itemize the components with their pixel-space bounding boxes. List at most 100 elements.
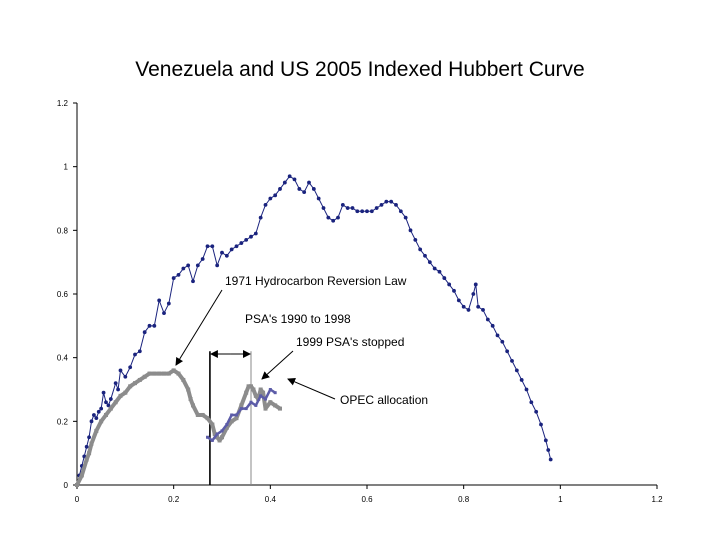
data-point xyxy=(205,416,210,421)
data-point xyxy=(229,419,234,424)
y-tick-label: 0.4 xyxy=(57,354,69,363)
data-point xyxy=(302,190,307,195)
data-point xyxy=(191,403,195,408)
x-tick-label: 0.4 xyxy=(265,495,277,504)
data-point xyxy=(519,378,524,382)
data-point xyxy=(418,247,423,252)
data-point xyxy=(133,352,137,357)
data-point xyxy=(142,374,147,379)
data-point xyxy=(79,473,84,478)
data-point xyxy=(210,438,214,442)
data-point xyxy=(210,244,215,249)
data-point xyxy=(253,231,258,236)
data-point xyxy=(379,202,384,207)
data-point xyxy=(249,400,253,404)
data-point xyxy=(224,425,229,430)
data-point xyxy=(84,457,89,462)
data-point xyxy=(336,215,340,220)
data-point xyxy=(408,228,413,233)
data-point xyxy=(128,384,133,389)
data-point xyxy=(360,209,365,214)
data-point xyxy=(447,282,452,287)
data-point xyxy=(510,358,514,363)
data-point xyxy=(292,177,297,182)
data-point xyxy=(514,368,519,373)
data-point xyxy=(94,428,99,433)
data-point xyxy=(220,429,224,433)
data-point xyxy=(423,253,427,258)
data-point xyxy=(456,298,461,303)
data-point xyxy=(220,435,224,440)
data-point xyxy=(225,423,229,427)
data-point xyxy=(473,282,478,287)
data-point xyxy=(101,390,106,395)
series-venezuela_alt xyxy=(206,388,277,442)
data-point xyxy=(157,298,162,303)
data-point xyxy=(99,419,104,424)
data-point xyxy=(162,311,166,315)
y-tick-label: 0 xyxy=(64,481,69,490)
data-point xyxy=(116,387,120,392)
data-point xyxy=(268,388,272,391)
data-point xyxy=(137,377,142,382)
data-point xyxy=(181,377,186,382)
data-point xyxy=(92,413,96,417)
data-point xyxy=(249,384,253,389)
data-point xyxy=(384,199,389,204)
data-point xyxy=(543,438,548,443)
data-point xyxy=(171,276,176,280)
data-point xyxy=(495,333,500,338)
data-point xyxy=(452,288,456,293)
data-point xyxy=(137,349,142,354)
data-point xyxy=(89,441,94,446)
data-point xyxy=(106,403,111,408)
data-point xyxy=(365,209,369,214)
data-point xyxy=(539,422,543,427)
data-point xyxy=(239,403,244,408)
chart-title: Venezuela and US 2005 Indexed Hubbert Cu… xyxy=(135,58,585,81)
data-point xyxy=(273,403,278,408)
data-point xyxy=(123,374,128,379)
data-point xyxy=(246,384,251,389)
data-point xyxy=(331,218,336,223)
data-point xyxy=(461,304,466,309)
data-point xyxy=(529,400,534,405)
data-point xyxy=(206,435,209,439)
y-tick-label: 0.8 xyxy=(57,226,69,235)
data-point xyxy=(239,407,243,411)
annotation-label: OPEC allocation xyxy=(340,393,428,407)
annotation-arrow xyxy=(175,289,223,366)
data-point xyxy=(235,413,238,417)
x-tick-label: 0 xyxy=(75,495,80,504)
data-point xyxy=(311,187,316,191)
data-point xyxy=(326,215,331,220)
data-point xyxy=(176,273,181,277)
data-point xyxy=(282,180,287,185)
data-point xyxy=(258,387,263,392)
data-point xyxy=(104,412,108,417)
data-point xyxy=(244,237,249,242)
data-point xyxy=(355,209,360,214)
y-tick-label: 1 xyxy=(64,163,69,172)
annotation-label: PSA's 1990 to 1998 xyxy=(245,312,351,326)
data-point xyxy=(210,422,215,427)
series-us xyxy=(75,174,553,487)
data-point xyxy=(217,438,222,443)
data-point xyxy=(263,202,268,207)
y-tick-label: 0.6 xyxy=(57,290,69,299)
data-point xyxy=(230,413,234,417)
data-point xyxy=(186,387,191,392)
data-point xyxy=(123,390,128,395)
y-tick-label: 1.2 xyxy=(57,99,69,108)
data-point xyxy=(191,279,195,284)
data-point xyxy=(307,180,311,185)
data-point xyxy=(152,371,157,376)
data-point xyxy=(259,394,263,398)
data-point xyxy=(403,215,408,220)
data-point xyxy=(321,206,326,210)
data-point xyxy=(500,339,505,344)
data-point xyxy=(133,381,137,386)
data-point xyxy=(437,269,442,274)
data-point xyxy=(524,387,529,392)
